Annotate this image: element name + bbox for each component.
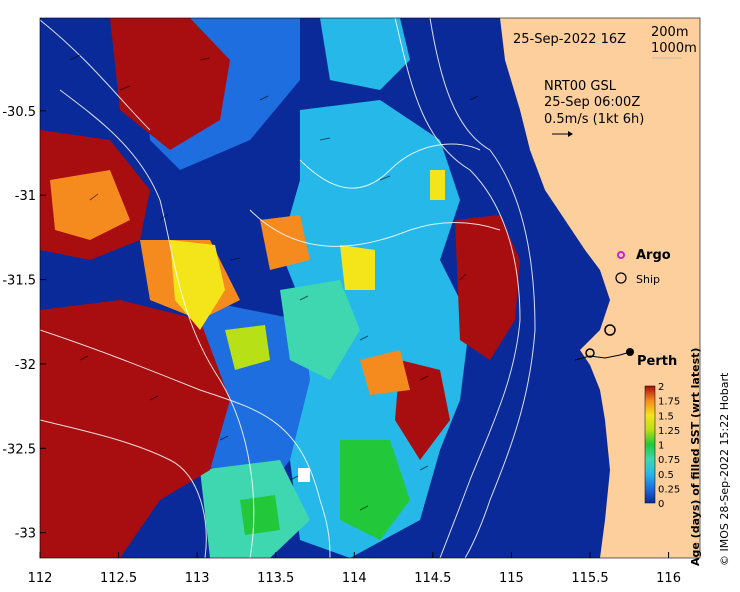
x-tick-label: 114.5	[414, 571, 451, 586]
age-1-patch	[240, 495, 280, 535]
age-15-region-2	[340, 245, 375, 290]
colorbar-tick-label: 1	[658, 441, 664, 452]
x-tick-label: 115.5	[571, 571, 608, 586]
colorbar-tick-label: 0.5	[658, 470, 674, 481]
current-scale: 0.5m/s (1kt 6h)	[544, 112, 644, 127]
place-label: Perth	[637, 354, 677, 369]
age-175-region	[50, 170, 130, 240]
current-product: NRT00 GSL	[544, 79, 617, 94]
bathymetry-contours	[40, 18, 536, 558]
colorbar-tick-label: 2	[658, 382, 664, 393]
x-tick-label: 112	[28, 571, 53, 586]
ship-legend-marker	[615, 272, 627, 284]
contour-label-200: 200m	[651, 25, 688, 40]
age-05-region-north	[320, 18, 410, 90]
age-075-region	[280, 280, 360, 380]
argo-marker	[617, 251, 625, 259]
colorbar-tick-label: 0.25	[658, 484, 680, 495]
contour-label-1000: 1000m	[651, 41, 697, 56]
x-tick-label: 113	[185, 571, 210, 586]
y-tick-label: -33	[15, 527, 36, 542]
current-vectors	[69, 54, 479, 511]
y-tick-label: -31.5	[2, 274, 36, 289]
age-2-region-north	[110, 18, 230, 150]
age-15-region	[170, 240, 225, 330]
colorbar-ticks: 2 1.75 1.5 1.25 1 0.75 0.5 0.25 0	[658, 382, 680, 510]
age-1-region	[340, 440, 410, 540]
y-axis-ticks: -30.5 -31 -31.5 -32 -32.5 -33	[2, 105, 46, 542]
ship-track-marker	[585, 348, 595, 358]
age-15-patch-north	[430, 170, 445, 200]
x-tick-label: 112.5	[100, 571, 137, 586]
colorbar-tick-label: 1.25	[658, 426, 680, 437]
colorbar-tick-label: 1.75	[658, 397, 680, 408]
argo-legend-label: Argo	[636, 248, 671, 263]
scale-arrow-head-icon	[568, 131, 573, 137]
y-tick-label: -30.5	[2, 105, 36, 120]
y-tick-label: -31	[15, 189, 36, 204]
credit-text: © IMOS 28-Sep-2022 15:22 Hobart	[718, 372, 731, 566]
age-2-region-west	[40, 300, 230, 558]
no-data-patch	[298, 468, 310, 482]
x-axis-ticks: 112 112.5 113 113.5 114 114.5 115 115.5 116	[28, 552, 681, 586]
ship-track-marker	[604, 324, 616, 336]
age-2-region-east	[455, 215, 520, 360]
plot-frame	[39, 17, 701, 559]
colorbar-title: Age (days) of filled SST (wrt latest)	[689, 348, 702, 566]
y-tick-label: -32	[15, 358, 36, 373]
colorbar-tick-label: 1.5	[658, 411, 674, 422]
current-time: 25-Sep 06:00Z	[544, 95, 640, 110]
y-tick-label: -32.5	[2, 442, 36, 457]
age-175-region-4	[360, 350, 410, 395]
x-tick-label: 114	[342, 571, 367, 586]
colorbar-tick-label: 0.75	[658, 455, 680, 466]
swan-river-icon	[574, 351, 631, 361]
colorbar-tick-label: 0	[658, 499, 664, 510]
date-stamp: 25-Sep-2022 16Z	[513, 32, 626, 47]
ship-legend-label: Ship	[636, 273, 660, 286]
x-tick-label: 113.5	[257, 571, 294, 586]
x-tick-label: 115	[499, 571, 524, 586]
x-tick-label: 116	[656, 571, 681, 586]
age-125-region	[225, 325, 270, 370]
colorbar	[644, 385, 656, 504]
